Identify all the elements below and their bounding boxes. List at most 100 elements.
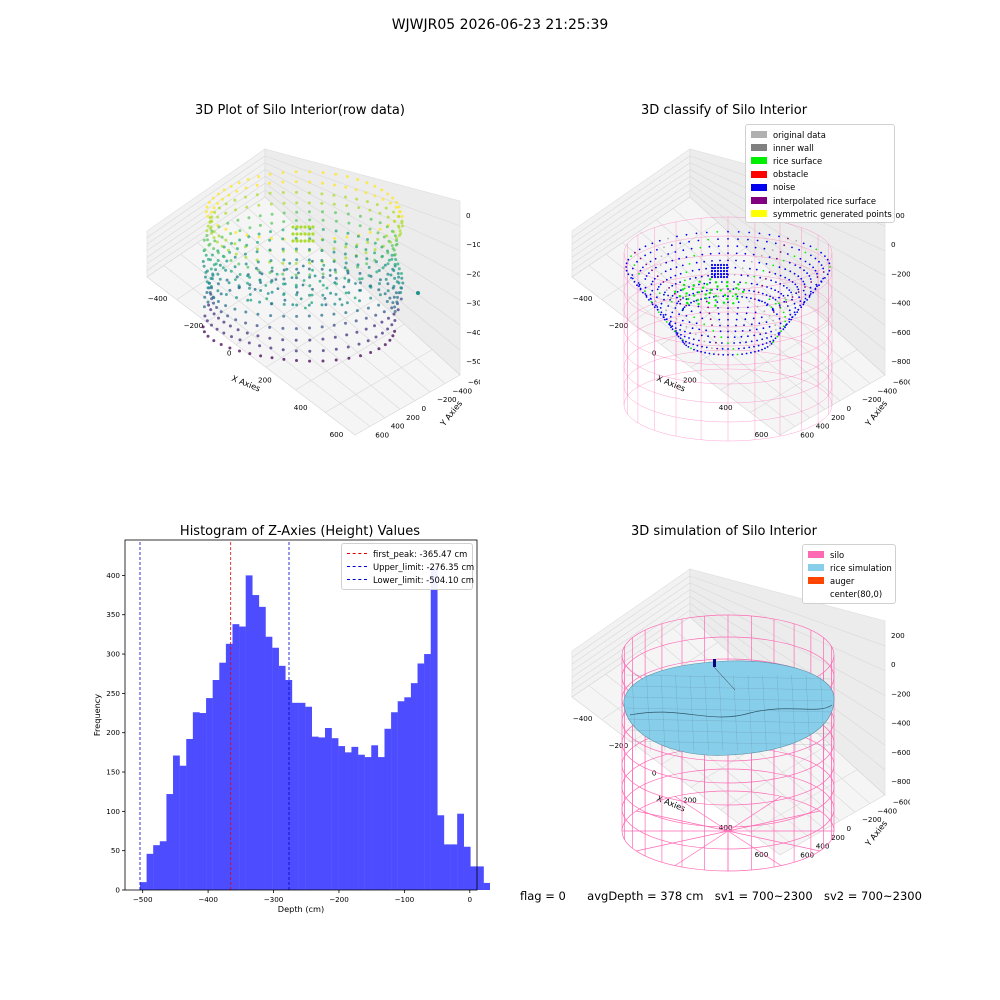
- classified-point: [734, 330, 737, 333]
- classified-point: [671, 325, 674, 328]
- classified-point: [733, 336, 736, 339]
- scatter-point: [376, 231, 380, 235]
- classified-point: [743, 289, 745, 291]
- classified-point: [701, 317, 704, 320]
- scatter-point: [233, 265, 237, 269]
- scatter-point: [294, 338, 298, 342]
- scatter-point: [365, 262, 369, 266]
- scatter-point: [227, 281, 231, 285]
- scatter-point: [311, 232, 315, 236]
- scatter-point: [229, 184, 233, 188]
- classified-point: [681, 339, 684, 342]
- classified-point: [793, 272, 796, 275]
- classified-point: [803, 283, 806, 286]
- histogram-bar: [410, 683, 418, 890]
- scatter-point: [384, 277, 388, 281]
- scatter-point: [347, 356, 351, 360]
- scatter-point: [295, 314, 299, 318]
- scatter-point: [244, 310, 248, 314]
- histogram-bar: [371, 745, 379, 890]
- classified-point: [636, 260, 638, 263]
- classified-point: [790, 318, 792, 321]
- legend-label: interpolated rice surface: [773, 195, 876, 206]
- classified-point: [697, 291, 700, 294]
- scatter-point: [334, 172, 338, 176]
- scatter-point: [395, 236, 399, 240]
- classified-point: [771, 341, 774, 344]
- silo-floor-spoke: [636, 830, 729, 852]
- scatter-point: [369, 217, 373, 221]
- classified-point: [653, 306, 656, 309]
- scatter-point: [386, 249, 389, 253]
- classified-point: [711, 347, 713, 349]
- scatter-point: [388, 338, 392, 342]
- histogram-bar: [437, 815, 445, 890]
- classified-point: [671, 294, 674, 297]
- scatter-point: [270, 212, 274, 216]
- classified-point: [701, 345, 703, 348]
- classified-point: [765, 342, 768, 344]
- classified-point: [774, 289, 776, 292]
- classified-point: [731, 353, 734, 356]
- classified-point: [705, 346, 708, 349]
- classified-point: [734, 266, 737, 269]
- grid-line: [146, 169, 266, 251]
- scatter-point: [303, 239, 307, 243]
- scatter-point: [308, 180, 312, 184]
- scatter-point: [210, 210, 214, 214]
- grid-line: [295, 323, 405, 391]
- scatter-point: [294, 236, 298, 240]
- scatter-point: [210, 231, 214, 235]
- scatter-point: [204, 253, 208, 257]
- y-tick-label: 0: [847, 824, 852, 833]
- scatter-point: [222, 245, 226, 249]
- scatter-point: [234, 208, 238, 212]
- scatter-point: [209, 267, 213, 271]
- classified-point: [756, 305, 759, 308]
- scatter-point: [258, 214, 262, 218]
- scatter-point: [218, 263, 222, 267]
- classified-point: [710, 272, 714, 276]
- classified-point: [800, 306, 803, 309]
- grid-line: [146, 162, 266, 245]
- classified-point: [750, 260, 753, 263]
- classified-point: [699, 311, 702, 314]
- scatter-point: [400, 276, 404, 280]
- histogram-bar: [483, 882, 490, 890]
- classified-point: [814, 269, 817, 272]
- y-tick-label: 0: [847, 404, 852, 413]
- scatter-point: [270, 279, 274, 283]
- classified-point: [713, 335, 716, 338]
- scatter-point: [366, 339, 370, 343]
- y-tick-label: 0: [422, 404, 427, 413]
- classified-point: [761, 292, 764, 295]
- scatter-point: [216, 215, 220, 219]
- scatter-point: [323, 297, 327, 300]
- scatter-point: [244, 195, 247, 199]
- scatter-point: [213, 239, 217, 243]
- scatter-point: [308, 248, 311, 251]
- scatter-point: [237, 286, 241, 290]
- scatter-point: [294, 327, 298, 331]
- scatter-point: [401, 224, 404, 228]
- scatter-point: [205, 234, 209, 237]
- panel3-histogram: −500 −400 −300 −200 −100 0 0 50 100 150 200 250 300 3…: [92, 539, 490, 914]
- classified-point: [778, 266, 781, 269]
- scatter-point: [393, 253, 397, 256]
- scatter-point: [357, 206, 361, 210]
- histogram-bar: [470, 866, 478, 890]
- scatter-point: [258, 344, 262, 348]
- classified-point: [681, 319, 684, 322]
- scatter-point: [393, 319, 397, 322]
- grid-line: [571, 596, 691, 678]
- scatter-point: [397, 215, 401, 218]
- classified-point: [793, 302, 796, 305]
- scatter-point: [216, 259, 220, 262]
- classified-point: [667, 253, 670, 255]
- classified-point: [671, 284, 674, 287]
- scatter-point: [207, 243, 211, 247]
- classified-point: [676, 291, 679, 293]
- classified-point: [799, 266, 801, 269]
- classified-point: [737, 307, 739, 309]
- scatter-point: [318, 279, 322, 283]
